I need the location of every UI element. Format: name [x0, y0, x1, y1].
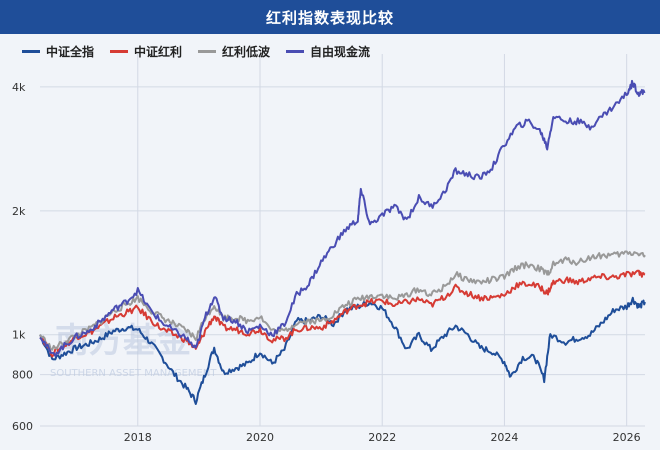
legend-label: 红利低波	[222, 44, 271, 59]
y-tick-label: 4k	[12, 81, 26, 94]
legend-item: 自由现金流	[286, 43, 370, 60]
y-tick-label: 1k	[12, 329, 26, 342]
y-tick-label: 2k	[12, 205, 26, 218]
y-tick-label: 600	[12, 420, 33, 433]
legend-label: 中证全指	[46, 44, 95, 59]
series-line-1	[39, 296, 646, 405]
watermark-text: 南方基金	[55, 321, 192, 361]
x-tick-label: 2026	[613, 431, 641, 444]
legend-item: 中证全指	[22, 43, 94, 60]
legend-item: 中证红利	[110, 43, 182, 60]
series-line-4	[39, 79, 646, 357]
x-tick-label: 2022	[368, 431, 396, 444]
legend-swatch	[110, 49, 129, 53]
x-tick-label: 2020	[246, 431, 274, 444]
x-tick-label: 2024	[490, 431, 518, 444]
x-tick-label: 2018	[124, 431, 152, 444]
legend-swatch	[22, 49, 40, 53]
line-chart: 600 800 1k 2k 4k 2018 2020 2022 2024 2026 南方基金 SOUT…	[12, 54, 646, 444]
legend-item: 红利低波	[198, 43, 270, 60]
legend-label: 中证红利	[134, 44, 183, 59]
chart-title: 红利指数表现比较	[0, 0, 660, 34]
series-line-2	[39, 269, 646, 358]
series-line-3	[39, 250, 646, 351]
legend: 中证全指 中证红利 红利低波 自由现金流	[22, 41, 370, 61]
y-tick-label: 800	[12, 369, 33, 382]
plot-area: 600 800 1k 2k 4k 2018 2020 2022 2024 2026 南方基金 SOUT…	[0, 34, 660, 450]
legend-swatch	[286, 49, 305, 53]
legend-swatch	[198, 49, 217, 53]
legend-label: 自由现金流	[310, 44, 371, 59]
watermark-subtext: SOUTHERN ASSET MANAGEMENT	[50, 368, 217, 379]
